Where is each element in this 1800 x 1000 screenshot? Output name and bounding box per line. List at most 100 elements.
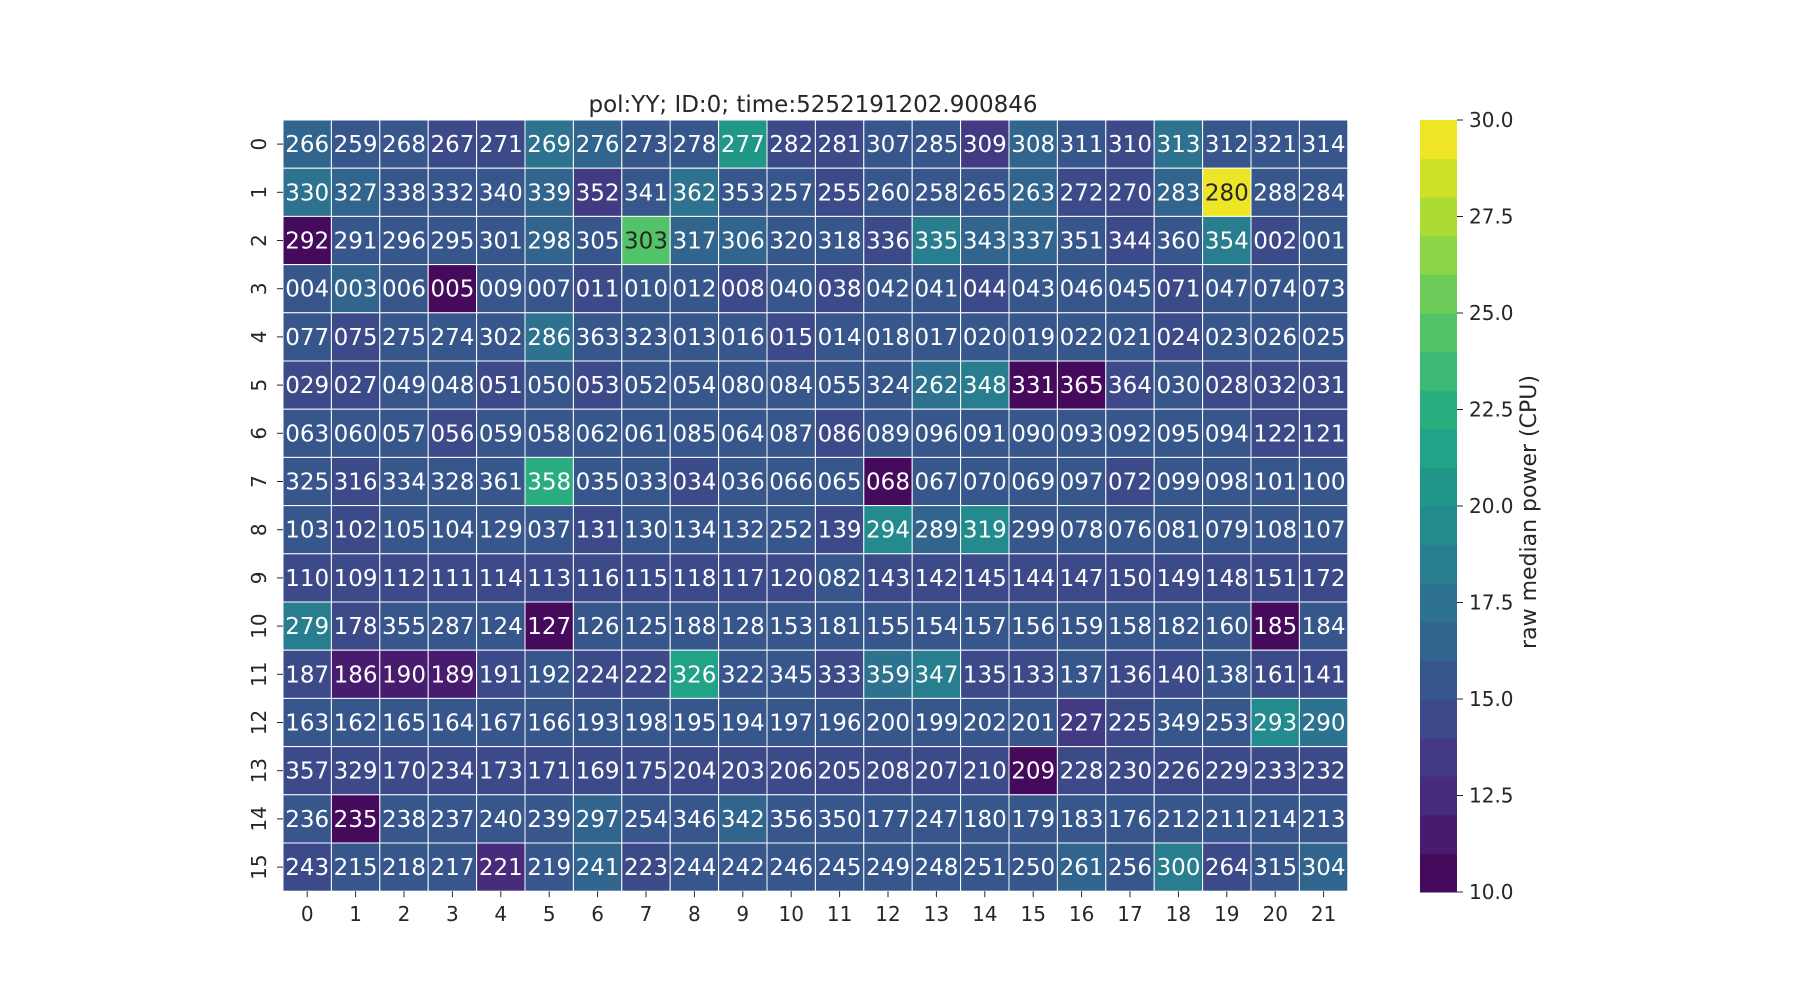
heatmap-cell <box>911 360 962 410</box>
cell-annotation: 288 <box>1253 180 1297 206</box>
heatmap-cell <box>572 264 623 314</box>
heatmap-cell <box>669 264 720 314</box>
cell-annotation: 234 <box>430 759 474 785</box>
heatmap-cell <box>379 842 429 892</box>
cell-annotation: 161 <box>1253 662 1297 688</box>
heatmap-cell <box>379 360 429 410</box>
cell-annotation: 074 <box>1253 277 1297 303</box>
x-tick-label: 13 <box>924 902 949 926</box>
cell-annotation: 351 <box>1060 229 1104 255</box>
heatmap-cell <box>1056 360 1107 410</box>
y-tick-label: 11 <box>247 662 271 687</box>
heatmap-cell <box>911 553 962 603</box>
cell-annotation: 284 <box>1302 180 1346 206</box>
cell-annotation: 224 <box>576 662 620 688</box>
heatmap-cell <box>1153 794 1204 844</box>
cell-annotation: 038 <box>818 277 862 303</box>
heatmap-cell <box>330 601 381 651</box>
heatmap-cell <box>572 794 623 844</box>
cell-annotation: 068 <box>866 470 910 496</box>
cell-annotation: 206 <box>769 759 813 785</box>
cell-annotation: 319 <box>963 518 1007 544</box>
cell-annotation: 356 <box>769 807 813 833</box>
cell-annotation: 085 <box>672 421 716 447</box>
cell-annotation: 358 <box>527 470 571 496</box>
heatmap-cell <box>1105 553 1155 603</box>
cell-annotation: 299 <box>1011 518 1055 544</box>
heatmap-cell <box>1056 649 1107 699</box>
cell-annotation: 100 <box>1302 470 1346 496</box>
colorbar-segment <box>1420 428 1457 468</box>
heatmap-cell <box>524 505 574 555</box>
heatmap-cell <box>718 746 768 796</box>
cell-annotation: 360 <box>1156 229 1200 255</box>
heatmap-cell <box>1298 697 1349 748</box>
cell-annotation: 240 <box>479 807 523 833</box>
heatmap-cell <box>1298 119 1349 169</box>
x-tick-label: 1 <box>349 902 362 926</box>
cell-annotation: 266 <box>285 132 329 158</box>
x-tick-label: 19 <box>1214 902 1239 926</box>
cell-annotation: 241 <box>576 855 620 881</box>
cell-annotation: 072 <box>1108 470 1152 496</box>
heatmap-cell <box>1056 408 1107 458</box>
cell-annotation: 236 <box>285 807 329 833</box>
cell-annotation: 028 <box>1205 373 1249 399</box>
cell-annotation: 031 <box>1302 373 1346 399</box>
cell-annotation: 163 <box>285 711 329 737</box>
heatmap-cell <box>476 215 526 266</box>
cell-annotation: 110 <box>285 566 329 592</box>
cell-annotation: 107 <box>1302 518 1346 544</box>
cell-annotation: 012 <box>672 277 716 303</box>
cell-annotation: 357 <box>285 759 329 785</box>
cell-annotation: 246 <box>769 855 813 881</box>
heatmap-cell <box>572 215 623 266</box>
cell-annotation: 296 <box>382 229 426 255</box>
heatmap-cell <box>621 264 671 314</box>
heatmap-cell <box>814 264 865 314</box>
cell-annotation: 170 <box>382 759 426 785</box>
cell-annotation: 176 <box>1108 807 1152 833</box>
cell-annotation: 344 <box>1108 229 1152 255</box>
cell-annotation: 308 <box>1011 132 1055 158</box>
y-tick-label: 6 <box>247 427 271 440</box>
x-tick-label: 3 <box>446 902 459 926</box>
heatmap-cell <box>1105 360 1155 410</box>
heatmap-cell <box>572 505 623 555</box>
x-tick-label: 21 <box>1311 902 1336 926</box>
cell-annotation: 002 <box>1253 229 1297 255</box>
cell-annotation: 149 <box>1156 566 1200 592</box>
cell-annotation: 141 <box>1302 662 1346 688</box>
cell-annotation: 158 <box>1108 614 1152 640</box>
heatmap-cell <box>1056 505 1107 555</box>
heatmap-cell <box>669 456 720 507</box>
x-tick-label: 4 <box>494 902 507 926</box>
x-tick-label: 9 <box>736 902 749 926</box>
heatmap-cell <box>524 360 574 410</box>
cell-annotation: 017 <box>914 325 958 351</box>
cell-annotation: 363 <box>576 325 620 351</box>
heatmap-cell <box>911 312 962 362</box>
heatmap-cell <box>814 456 865 507</box>
cell-annotation: 029 <box>285 373 329 399</box>
heatmap-cell <box>911 601 962 651</box>
cell-annotation: 116 <box>576 566 620 592</box>
heatmap-cell <box>282 505 332 555</box>
heatmap-cell <box>282 119 332 169</box>
colorbar-segment <box>1420 583 1457 623</box>
cell-annotation: 269 <box>527 132 571 158</box>
cell-annotation: 280 <box>1205 180 1249 206</box>
cell-annotation: 115 <box>624 566 668 592</box>
heatmap-cell <box>1153 119 1204 169</box>
cell-annotation: 103 <box>285 518 329 544</box>
heatmap-cell <box>1008 408 1058 458</box>
cell-annotation: 195 <box>672 711 716 737</box>
cell-annotation: 177 <box>866 807 910 833</box>
heatmap-cell <box>1153 505 1204 555</box>
cell-annotation: 009 <box>479 277 523 303</box>
cell-annotation: 362 <box>672 180 716 206</box>
heatmap-cell <box>524 264 574 314</box>
cell-annotation: 279 <box>285 614 329 640</box>
cell-annotation: 352 <box>576 180 620 206</box>
cell-annotation: 205 <box>818 759 862 785</box>
